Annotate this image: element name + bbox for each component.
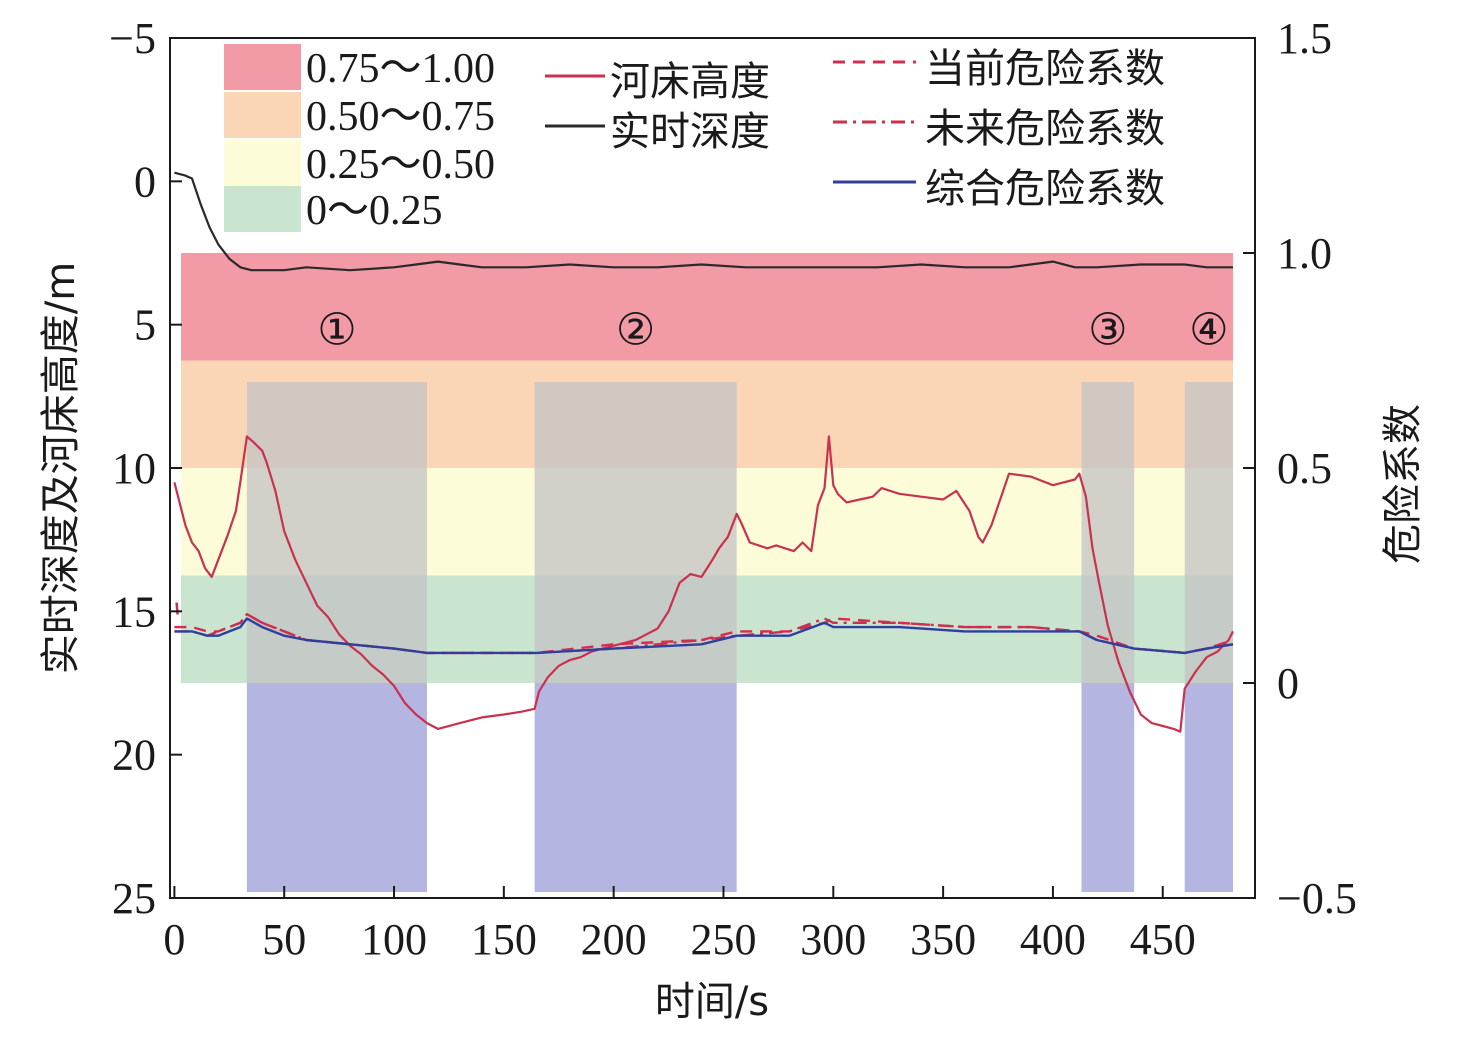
x-tick-label-4: 200 <box>581 915 647 964</box>
x-tick-label-6: 300 <box>800 915 866 964</box>
x-tick-label-1: 50 <box>262 915 306 964</box>
x-tick-label-0: 0 <box>163 915 185 964</box>
series-0-extra-mark-0 <box>175 602 179 615</box>
y-axis-title-left: 实时深度及河床高度/m <box>38 262 84 674</box>
region-1-upper <box>246 382 427 683</box>
region-label-3: ③ <box>1088 305 1127 356</box>
x-tick-label-3: 150 <box>471 915 537 964</box>
region-1-lower <box>246 683 427 892</box>
region-label-2: ② <box>616 305 655 356</box>
series-line-4 <box>174 617 1234 655</box>
axis-ticks: 0 50 100 150 200 250 300 350 400 450 −5 0 5 10 15 20 25 1… <box>109 14 1357 964</box>
x-tick-label-8: 400 <box>1020 915 1086 964</box>
legend-series-label-1: 实时深度 <box>610 109 770 155</box>
series-line-1 <box>174 171 1233 272</box>
risk-band-0 <box>180 253 1234 361</box>
y-right-tick-label-2: 0.5 <box>1277 444 1332 493</box>
legend-series-label-3: 未来危险系数 <box>925 106 1165 152</box>
region-label-1: ① <box>317 305 356 356</box>
y-right-tick-label-1: 1.0 <box>1277 229 1332 278</box>
legend-series-label-4: 综合危险系数 <box>925 166 1165 212</box>
y-right-tick-label-3: 0 <box>1277 659 1299 708</box>
x-tick-label-7: 350 <box>910 915 976 964</box>
series-line-0 <box>173 435 1234 733</box>
legend-label-2: 0.25～0.50 <box>306 142 495 188</box>
y-right-tick-label-0: 1.5 <box>1277 14 1332 63</box>
legend-label-1: 0.50～0.75 <box>306 94 495 140</box>
legend-label-0: 0.75～1.00 <box>306 46 495 92</box>
legend: 0.75～1.000.50～0.750.25～0.500～0.25 河床高度实时深… <box>224 44 1165 234</box>
legend-swatch-3 <box>224 186 301 232</box>
region-4-upper <box>1184 382 1234 683</box>
series-lines <box>173 171 1234 733</box>
legend-series-label-0: 河床高度 <box>610 59 770 105</box>
x-axis-title: 时间/s <box>655 979 769 1025</box>
x-tick-label-2: 100 <box>361 915 427 964</box>
legend-swatch-1 <box>224 92 301 138</box>
legend-swatch-2 <box>224 140 301 186</box>
region-4-lower <box>1184 683 1234 892</box>
y-left-tick-label-1: 0 <box>134 157 156 206</box>
y-left-tick-label-6: 25 <box>112 874 156 923</box>
y-right-tick-label-4: −0.5 <box>1277 874 1357 923</box>
y-left-tick-label-5: 20 <box>112 731 156 780</box>
y-left-tick-label-4: 15 <box>112 587 156 636</box>
y-axis-title-right: 危险系数 <box>1380 404 1426 564</box>
region-labels: ① ② ③ ④ <box>317 305 1228 356</box>
region-3-lower <box>1081 683 1135 892</box>
legend-series-label-2: 当前危险系数 <box>925 46 1165 92</box>
y-left-tick-label-0: −5 <box>109 14 156 63</box>
x-tick-label-9: 450 <box>1130 915 1196 964</box>
x-tick-label-5: 250 <box>690 915 756 964</box>
region-2-upper <box>534 382 737 683</box>
region-label-4: ④ <box>1189 305 1228 356</box>
y-left-tick-label-3: 10 <box>112 444 156 493</box>
legend-swatch-0 <box>224 44 301 90</box>
y-left-tick-label-2: 5 <box>134 301 156 350</box>
region-2-lower <box>534 683 737 892</box>
legend-label-3: 0～0.25 <box>306 188 443 234</box>
